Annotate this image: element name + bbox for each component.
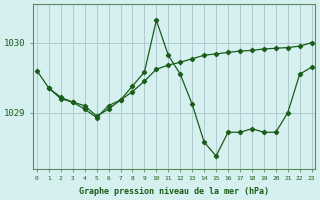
X-axis label: Graphe pression niveau de la mer (hPa): Graphe pression niveau de la mer (hPa) <box>79 187 269 196</box>
